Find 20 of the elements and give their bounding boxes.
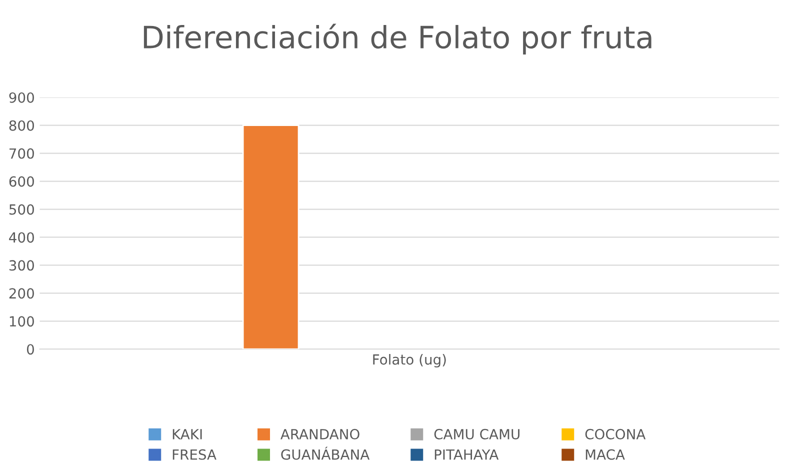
legend-label: PITAHAYA	[434, 449, 499, 460]
y-tick-label: 200	[9, 288, 34, 299]
legend-label: ARANDANO	[280, 428, 360, 440]
y-tick-label: 300	[9, 260, 34, 271]
legend-label: MACA	[586, 449, 625, 460]
y-tick-label: 500	[9, 204, 34, 215]
legend-label: CAMU CAMU	[434, 428, 520, 440]
legend-label: KAKI	[172, 429, 202, 440]
y-tick-label: 800	[9, 120, 34, 131]
chart-title: Diferenciación de Folato por fruta	[144, 24, 652, 55]
y-tick-label: 700	[10, 148, 34, 159]
y-tick-label: 0	[26, 344, 34, 355]
y-tick-label: 400	[9, 232, 34, 243]
y-tick-label: 100	[10, 316, 34, 327]
legend-label: GUANÁBANA	[281, 446, 370, 460]
x-tick-label: Folato (ug)	[373, 354, 446, 368]
legend-label: FRESA	[172, 449, 216, 460]
y-tick-label: 600	[9, 176, 34, 187]
y-tick-label: 900	[9, 92, 34, 103]
legend-label: COCONA	[585, 428, 646, 440]
